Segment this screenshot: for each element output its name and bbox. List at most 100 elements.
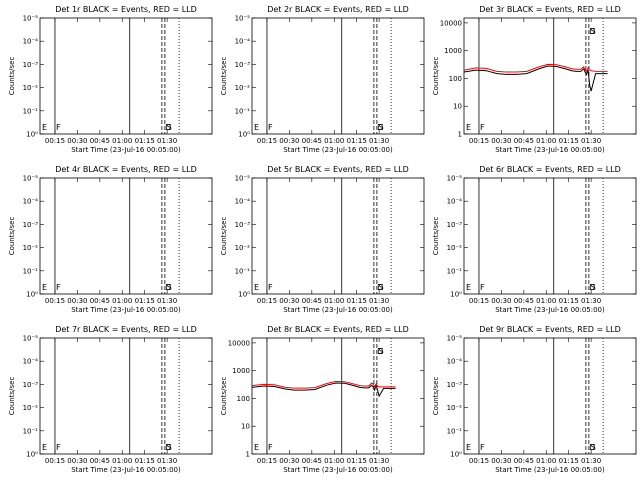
plot-frame (463, 17, 637, 135)
x-tick-label: 01:30 (369, 457, 389, 465)
x-tick-label: 01:15 (135, 137, 155, 145)
y-tick-label: 10⁰ (238, 291, 250, 299)
x-tick-label: 00:15 (45, 457, 65, 465)
panel-title: Det 2r BLACK = Events, RED = LLD (267, 5, 409, 14)
y-tick-label: 10⁻⁴ (235, 38, 251, 46)
marker-label-d: D (377, 123, 383, 132)
y-tick-label: 10⁻⁵ (235, 15, 251, 23)
x-tick-label: 01:00 (536, 137, 556, 145)
x-tick-label: 00:45 (90, 297, 110, 305)
y-tick-label: 10⁰ (26, 131, 38, 139)
y-tick-label: 10⁻² (235, 244, 251, 252)
y-tick-label: 10⁻⁴ (447, 358, 463, 366)
marker-label-s: S (591, 27, 596, 36)
y-tick-label: 1000 (232, 367, 250, 375)
x-axis-label: Start Time (23-Jul-16 00:05:00) (283, 306, 393, 314)
x-tick-label: 00:45 (514, 137, 534, 145)
x-tick-label: 00:30 (491, 297, 511, 305)
series-line-lld (463, 63, 608, 73)
y-tick-label: 10⁻⁴ (23, 358, 39, 366)
y-tick-label: 10⁻¹ (23, 427, 39, 435)
y-tick-label: 10⁻¹ (23, 267, 39, 275)
y-axis-label: Counts/sec (8, 57, 16, 96)
y-tick-label: 10⁻³ (23, 221, 39, 229)
y-tick-label: 10⁻⁴ (447, 198, 463, 206)
x-tick-label: 01:30 (369, 137, 389, 145)
x-tick-label: 01:15 (559, 137, 579, 145)
x-tick-label: 01:15 (559, 297, 579, 305)
marker-label-s: S (591, 283, 596, 292)
marker-label-f: F (56, 443, 61, 452)
marker-label-f: F (268, 123, 273, 132)
y-tick-label: 10⁻³ (447, 381, 463, 389)
x-tick-label: 01:15 (347, 457, 367, 465)
y-tick-label: 10000 (228, 339, 250, 347)
panel-2: Det 2r BLACK = Events, RED = LLD 10⁰ 10⁻¹ 1… (220, 5, 425, 154)
y-tick-label: 10⁻⁵ (23, 15, 39, 23)
y-axis-label: Counts/sec (8, 217, 16, 256)
plot-frame (39, 17, 213, 135)
marker-label-d: D (589, 283, 595, 292)
x-tick-label: 01:00 (324, 297, 344, 305)
marker-label-d: D (165, 283, 171, 292)
panel-8: Det 8r BLACK = Events, RED = LLD 1 10 100 10… (220, 325, 425, 474)
x-tick-label: 01:00 (112, 137, 132, 145)
panel-title: Det 4r BLACK = Events, RED = LLD (55, 165, 197, 174)
marker-label-f: F (268, 283, 273, 292)
marker-label-s: S (167, 443, 172, 452)
y-tick-label: 10 (453, 103, 462, 111)
marker-label-f: F (268, 443, 273, 452)
plot-frame (251, 337, 425, 455)
marker-label-f: F (480, 443, 485, 452)
y-tick-label: 10⁻⁵ (23, 335, 39, 343)
x-tick-label: 00:15 (45, 297, 65, 305)
x-axis-label: Start Time (23-Jul-16 00:05:00) (495, 306, 605, 314)
y-tick-label: 10⁻¹ (447, 267, 463, 275)
marker-label-f: F (56, 283, 61, 292)
x-axis-label: Start Time (23-Jul-16 00:05:00) (283, 466, 393, 474)
y-tick-label: 10⁰ (450, 291, 462, 299)
x-axis-label: Start Time (23-Jul-16 00:05:00) (71, 306, 181, 314)
x-tick-label: 00:30 (67, 457, 87, 465)
y-axis-label: Counts/sec (220, 377, 228, 416)
x-tick-label: 01:30 (157, 297, 177, 305)
y-tick-label: 10⁻⁵ (23, 175, 39, 183)
x-tick-label: 00:30 (279, 457, 299, 465)
marker-label-e: E (42, 123, 47, 132)
x-tick-label: 01:00 (112, 297, 132, 305)
y-axis-label: Counts/sec (8, 377, 16, 416)
panel-9: Det 9r BLACK = Events, RED = LLD 10⁰ 10⁻¹ 1… (432, 325, 637, 474)
x-axis-label: Start Time (23-Jul-16 00:05:00) (495, 466, 605, 474)
y-axis-label: Counts/sec (220, 57, 228, 96)
panel-title: Det 7r BLACK = Events, RED = LLD (55, 325, 197, 334)
panel-title: Det 8r BLACK = Events, RED = LLD (267, 325, 409, 334)
panel-1: Det 1r BLACK = Events, RED = LLD 10⁰ 10⁻¹ 1… (8, 5, 213, 154)
y-tick-label: 1 (458, 131, 462, 139)
y-tick-label: 10⁻² (23, 84, 39, 92)
y-tick-label: 10⁻³ (235, 61, 251, 69)
plot-frame (39, 337, 213, 455)
x-tick-label: 01:30 (157, 457, 177, 465)
y-axis-label: Counts/sec (432, 57, 440, 96)
x-tick-label: 00:15 (45, 137, 65, 145)
marker-label-d: D (589, 27, 595, 36)
marker-label-d: D (165, 443, 171, 452)
x-axis-label: Start Time (23-Jul-16 00:05:00) (495, 146, 605, 154)
panel-title: Det 1r BLACK = Events, RED = LLD (55, 5, 197, 14)
y-tick-label: 10000 (440, 19, 462, 27)
series-line-events (463, 65, 608, 92)
x-tick-label: 01:15 (559, 457, 579, 465)
y-tick-label: 10⁻³ (447, 221, 463, 229)
plot-frame (463, 177, 637, 295)
x-tick-label: 00:45 (90, 137, 110, 145)
y-tick-label: 10⁻⁵ (447, 335, 463, 343)
x-tick-label: 01:15 (347, 137, 367, 145)
x-tick-label: 01:00 (324, 457, 344, 465)
marker-label-e: E (254, 123, 259, 132)
y-tick-label: 1 (246, 451, 250, 459)
y-axis-label: Counts/sec (432, 377, 440, 416)
x-tick-label: 00:15 (469, 297, 489, 305)
x-tick-label: 00:15 (257, 457, 277, 465)
y-tick-label: 10⁻¹ (447, 427, 463, 435)
